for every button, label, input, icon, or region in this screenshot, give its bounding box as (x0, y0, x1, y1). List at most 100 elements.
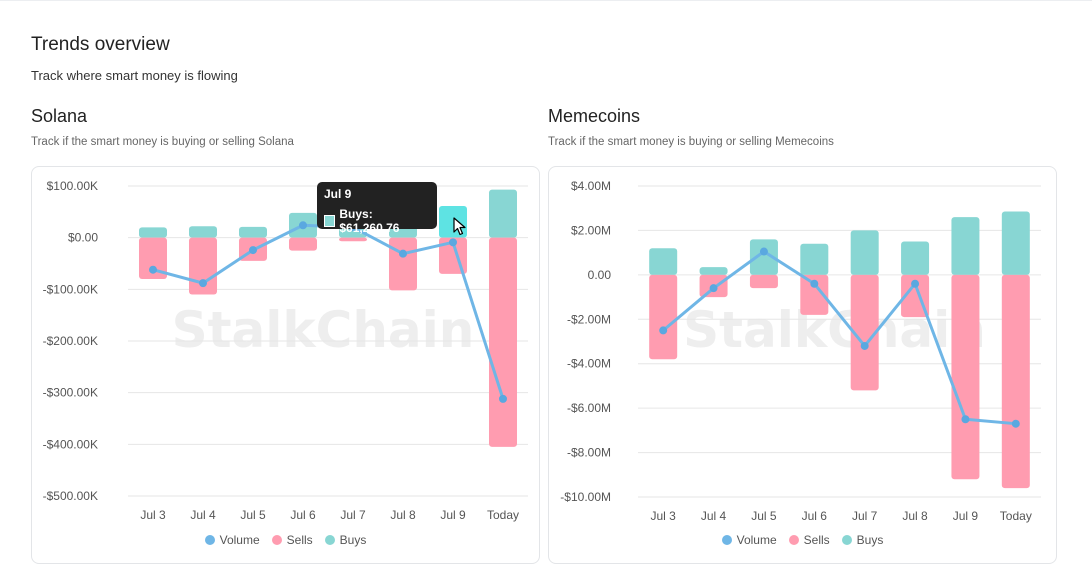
volume-point[interactable] (860, 341, 869, 350)
y-tick-label: $2.00M (571, 223, 611, 237)
buys-bar[interactable] (489, 189, 517, 238)
sells-bar[interactable] (389, 237, 417, 291)
legend-item-buys[interactable]: Buys (841, 533, 884, 547)
buys-bar[interactable] (850, 230, 879, 275)
legend-item-volume[interactable]: Volume (721, 533, 777, 547)
top-divider (0, 0, 1092, 1)
memecoins-chart: StalkChain$4.00M$2.00M0.00-$2.00M-$4.00M… (560, 179, 1041, 523)
volume-point[interactable] (759, 247, 768, 256)
buys-bar[interactable] (189, 226, 217, 238)
buys-bar[interactable] (901, 241, 930, 275)
buys-bar[interactable] (951, 217, 980, 275)
buys-bar[interactable] (649, 248, 678, 275)
volume-point[interactable] (499, 394, 507, 403)
y-tick-label: $4.00M (571, 179, 611, 193)
volume-point[interactable] (449, 238, 457, 247)
sells-bar[interactable] (289, 237, 317, 251)
x-tick-label: Jul 3 (651, 509, 677, 523)
x-tick-label: Jul 5 (240, 508, 266, 522)
volume-line (662, 250, 1016, 426)
tooltip-swatch (324, 215, 336, 227)
volume-point[interactable] (249, 246, 257, 255)
volume-point[interactable] (961, 415, 970, 424)
x-tick-label: Jul 4 (701, 509, 727, 523)
buys-bar[interactable] (139, 227, 167, 238)
memecoins-chart-card: StalkChain $4.00M $2.00M 0.00 -$2.00M -$4.00M… (548, 166, 1057, 564)
tooltip-label: Buys: $61,260.76 (339, 207, 400, 235)
volume-point[interactable] (199, 279, 207, 288)
sells-bar[interactable] (850, 274, 879, 391)
sells-bar[interactable] (489, 237, 517, 447)
y-tick-label: -$200.00K (43, 334, 98, 348)
x-tick-label: Jul 5 (751, 509, 777, 523)
sells-bar[interactable] (339, 237, 367, 242)
y-tick-label: -$400.00K (43, 437, 98, 451)
buys-bar[interactable] (800, 243, 829, 275)
x-tick-label: Jul 6 (290, 508, 316, 522)
x-tick-label: Jul 7 (852, 509, 878, 523)
sells-bar[interactable] (951, 274, 980, 480)
volume-point[interactable] (709, 284, 718, 293)
sells-swatch (788, 535, 799, 545)
legend-item-volume[interactable]: Volume (204, 533, 260, 547)
buys-bar[interactable] (239, 226, 267, 238)
y-tick-label: -$500.00K (43, 489, 98, 503)
x-tick-label: Jul 6 (802, 509, 828, 523)
volume-point[interactable] (1011, 419, 1020, 428)
volume-swatch (204, 535, 215, 545)
legend-item-sells[interactable]: Sells (788, 533, 830, 547)
y-tick-label: -$6.00M (567, 401, 611, 415)
memecoins-legend: Volume Sells Buys (548, 532, 1057, 548)
legend-volume-label: Volume (219, 533, 260, 547)
mouse-cursor-icon (453, 217, 466, 236)
y-tick-label: $0.00 (68, 231, 98, 245)
y-tick-label: -$300.00K (43, 386, 98, 400)
legend-item-sells[interactable]: Sells (271, 533, 313, 547)
volume-point[interactable] (911, 279, 920, 288)
x-tick-label: Jul 4 (190, 508, 216, 522)
sells-bar[interactable] (800, 274, 829, 315)
buys-swatch (324, 535, 335, 545)
sells-bar[interactable] (749, 274, 778, 289)
buys-swatch (841, 535, 852, 545)
buys-bar[interactable] (699, 267, 728, 275)
buys-bar[interactable] (749, 239, 778, 275)
sells-bar[interactable] (139, 237, 167, 279)
legend-buys-label: Buys (339, 533, 367, 547)
sells-swatch (271, 535, 282, 545)
legend-buys-label: Buys (856, 533, 884, 547)
x-tick-label: Jul 3 (140, 508, 166, 522)
sells-bar[interactable] (1001, 274, 1030, 489)
solana-title: Solana (31, 106, 88, 126)
x-tick-label: Jul 9 (440, 508, 466, 522)
volume-point[interactable] (299, 221, 307, 230)
volume-point[interactable] (659, 326, 668, 335)
y-tick-label: $100.00K (47, 179, 98, 193)
page-title: Trends overview (31, 34, 170, 55)
legend-sells-label: Sells (286, 533, 313, 547)
memecoins-subtitle: Track if the smart money is buying or se… (548, 136, 834, 148)
x-tick-label: Today (487, 508, 519, 522)
y-tick-label: -$10.00M (560, 490, 611, 504)
x-tick-label: Jul 8 (902, 509, 928, 523)
buys-bar[interactable] (1001, 211, 1030, 275)
solana-chart-card: StalkChain $100.00K $0.00 -$100.00K -$200.00… (31, 166, 540, 564)
legend-item-buys[interactable]: Buys (324, 533, 367, 547)
y-tick-label: -$4.00M (567, 357, 611, 371)
x-tick-label: Jul 7 (340, 508, 366, 522)
chart-tooltip: Jul 9 Buys: $61,260.76 (317, 182, 437, 235)
tooltip-title: Jul 9 (324, 187, 352, 201)
volume-point[interactable] (399, 249, 407, 258)
y-tick-label: -$100.00K (43, 282, 98, 296)
memecoins-title: Memecoins (548, 106, 641, 126)
legend-sells-label: Sells (803, 533, 830, 547)
y-tick-label: -$2.00M (567, 312, 611, 326)
solana-legend: Volume Sells Buys (31, 532, 540, 548)
volume-swatch (721, 535, 732, 545)
solana-subtitle: Track if the smart money is buying or se… (31, 136, 294, 148)
y-tick-label: -$8.00M (567, 446, 611, 460)
sells-bar[interactable] (649, 274, 678, 360)
volume-point[interactable] (810, 279, 819, 288)
solana-chart: StalkChain $100.00K $0.00 -$100.00K -$200.00… (43, 179, 528, 522)
volume-point[interactable] (149, 265, 157, 274)
